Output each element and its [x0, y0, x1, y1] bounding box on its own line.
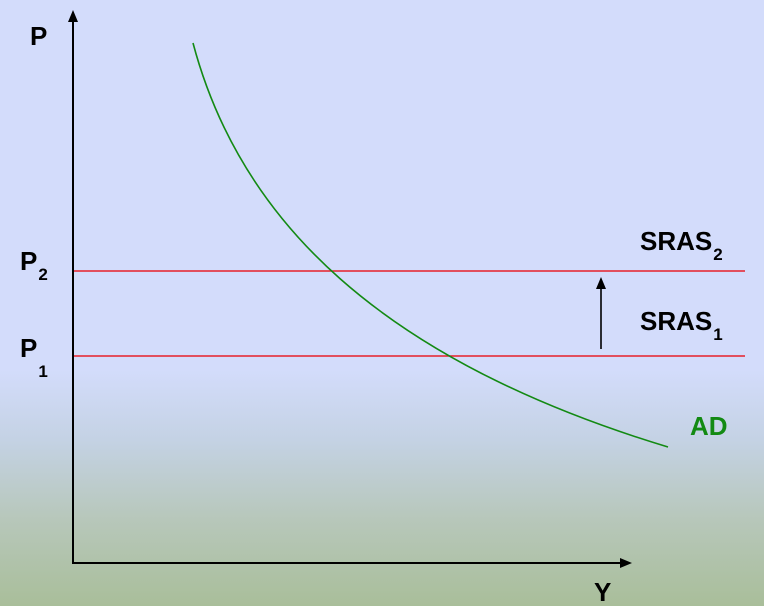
p2-label-main: P — [20, 246, 37, 276]
y-axis-label: P — [30, 21, 47, 51]
sras2-label-sub: 2 — [713, 245, 722, 264]
p2-label: P2 — [20, 246, 48, 284]
p1-label-sub: 1 — [38, 362, 47, 381]
sras1-label-sub: 1 — [713, 325, 722, 344]
shift-arrowhead — [596, 277, 606, 289]
sras2-label: SRAS2 — [640, 226, 723, 264]
sras2-label-main: SRAS — [640, 226, 712, 256]
x-axis-arrowhead — [620, 558, 632, 568]
x-axis-label: Y — [594, 577, 611, 606]
sras1-label-main: SRAS — [640, 306, 712, 336]
ad-label: AD — [690, 411, 728, 441]
p1-label-main: P — [20, 333, 37, 363]
p2-label-sub: 2 — [38, 265, 47, 284]
ad-curve — [192, 42, 669, 448]
y-axis-arrowhead — [68, 10, 78, 22]
sras1-label: SRAS1 — [640, 306, 723, 344]
p1-label: P1 — [20, 333, 48, 381]
